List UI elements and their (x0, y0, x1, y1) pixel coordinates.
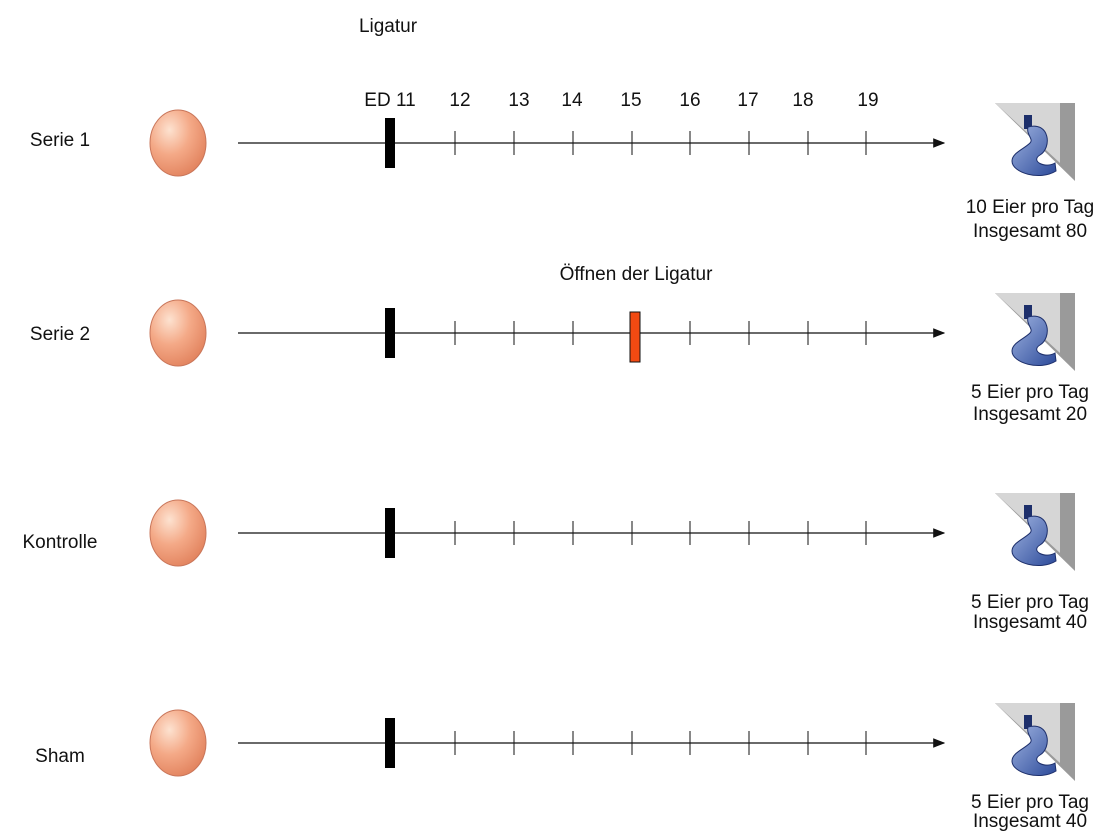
day-label: 16 (679, 90, 700, 111)
day-label: 18 (792, 90, 813, 111)
ligature-bar (385, 718, 395, 768)
timeline-row: Serie 2 Öffnen der Ligatur 5 Eier pro TagI… (30, 264, 1089, 425)
annotation: Öffnen der Ligatur (560, 264, 713, 285)
row-note: 10 Eier pro Tag (966, 197, 1095, 218)
egg (150, 300, 206, 366)
egg (150, 710, 206, 776)
egg (150, 500, 206, 566)
row-label: Kontrolle (23, 532, 98, 553)
day-label: 14 (561, 90, 583, 111)
row-note: Insgesamt 20 (973, 404, 1087, 425)
row-note: Insgesamt 80 (973, 221, 1087, 242)
opening-bar (630, 312, 640, 362)
ligature-bar (385, 308, 395, 358)
row-note: Insgesamt 40 (973, 612, 1087, 633)
day-label: 12 (449, 90, 470, 111)
row-note: 5 Eier pro Tag (971, 382, 1089, 403)
egg (150, 110, 206, 176)
row-note: 5 Eier pro Tag (971, 792, 1089, 813)
row-label: Serie 2 (30, 324, 90, 345)
day-label: ED 11 (364, 90, 415, 111)
day-label: 17 (737, 90, 758, 111)
row-note: Insgesamt 40 (973, 811, 1087, 832)
day-label: 15 (620, 90, 641, 111)
ligature-bar (385, 508, 395, 558)
day-label: 13 (508, 90, 529, 111)
row-label: Sham (35, 746, 85, 767)
diagram: Ligatur ED 11 12 13 14 15 16 17 18 19 Serie 1 10 E… (0, 0, 1109, 832)
timeline-row: Serie 1 10 Eier pro Tag Insgesamt 80 (30, 103, 1094, 242)
row-label: Serie 1 (30, 130, 90, 151)
header-title: Ligatur (359, 16, 418, 37)
ligature-bar (385, 118, 395, 168)
day-label: 19 (857, 90, 878, 111)
row-note: 5 Eier pro Tag (971, 592, 1089, 613)
